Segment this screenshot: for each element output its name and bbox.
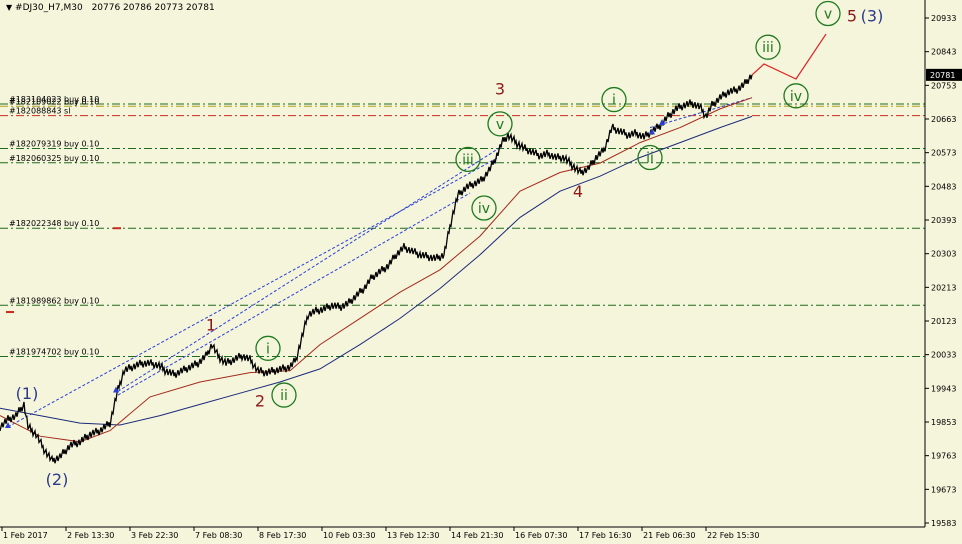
- wave-projection: [751, 33, 827, 80]
- y-tick-label: 20303: [931, 250, 956, 259]
- x-tick-label: 2 Feb 13:30: [67, 531, 114, 540]
- wave-label: iv: [790, 89, 802, 105]
- x-tick-label: 21 Feb 06:30: [643, 531, 695, 540]
- wave-label: iii: [762, 40, 774, 56]
- wave-label: v: [496, 117, 504, 133]
- wave-label: 3: [495, 79, 505, 98]
- wave-label: 4: [573, 182, 583, 201]
- x-tick-label: 10 Feb 03:30: [323, 531, 375, 540]
- y-tick-label: 20843: [931, 48, 956, 57]
- y-tick-label: 19673: [931, 485, 956, 494]
- y-tick-label: 20213: [931, 283, 956, 292]
- wave-label: ii: [646, 151, 654, 167]
- y-tick-label: 19853: [931, 418, 956, 427]
- x-tick-label: 22 Feb 15:30: [707, 531, 759, 540]
- y-tick-label: 19943: [931, 384, 956, 393]
- y-tick-label: 20573: [931, 149, 956, 158]
- price-series: [0, 74, 753, 464]
- y-tick-label: 19763: [931, 452, 956, 461]
- x-tick-label: 17 Feb 16:30: [579, 531, 631, 540]
- wave-label: v: [824, 7, 832, 23]
- wave-label: (2): [46, 470, 69, 489]
- wave-label: 2: [255, 392, 265, 411]
- order-line-label: #182079319 buy 0.10: [9, 140, 99, 149]
- wave-label: 5: [847, 6, 857, 25]
- trend-line: [117, 192, 471, 396]
- wave-label: iii: [462, 152, 474, 168]
- order-line-label: #182022348 buy 0.10: [9, 219, 99, 228]
- wave-label: ii: [280, 388, 288, 404]
- trend-lines: [7, 97, 753, 428]
- order-line-label: #182109022 buy 0.10: [9, 97, 99, 106]
- order-line-label: #183104023 buy 0.10: [9, 95, 99, 104]
- moving-average-red: [0, 97, 753, 443]
- current-price-label: 20781: [930, 71, 955, 80]
- trend-line: [7, 157, 499, 428]
- y-tick-label: 20393: [931, 216, 956, 225]
- wave-label: 1: [206, 316, 216, 335]
- wave-label: i: [266, 341, 270, 357]
- y-tick-label: 20663: [931, 115, 956, 124]
- wave-label: iv: [478, 201, 490, 217]
- wave-circle: [755, 34, 781, 60]
- wave-circle: [637, 144, 663, 171]
- wave-circle: [487, 111, 513, 137]
- current-price-box: [926, 68, 962, 81]
- projection-line: [751, 33, 827, 80]
- chart-header: ▼ #DJ30_H7,M30 20776 20786 20773 20781: [6, 3, 215, 13]
- order-line-label: #181989862 buy 0.10: [9, 296, 99, 305]
- trend-line: [117, 145, 503, 392]
- wave-circle: [471, 195, 497, 221]
- order-lines: #183104023 buy 0.10#182109022 buy 0.10#1…: [0, 95, 925, 358]
- y-tick-label: 19583: [931, 519, 956, 528]
- buy-arrow-icon: [5, 421, 11, 428]
- wave-circle: [601, 86, 627, 113]
- wave-label: (3): [861, 6, 884, 25]
- wave-circle: [271, 382, 297, 408]
- x-tick-label: 3 Feb 22:30: [131, 531, 178, 540]
- x-tick-label: 13 Feb 12:30: [387, 531, 439, 540]
- x-tick-label: 7 Feb 08:30: [195, 531, 242, 540]
- x-tick-label: 1 Feb 2017: [3, 531, 48, 540]
- wave-circle: [783, 83, 809, 109]
- x-tick-label: 14 Feb 21:30: [451, 531, 503, 540]
- wave-circle: [255, 335, 281, 361]
- order-line-label: #182060325 buy 0.10: [9, 154, 99, 163]
- price-line: [0, 74, 753, 464]
- order-line-label: #182088843 sl: [9, 107, 70, 116]
- wave-circle: [455, 146, 481, 173]
- y-tick-label: 20123: [931, 317, 956, 326]
- wave-circle: [815, 0, 841, 27]
- y-tick-label: 20483: [931, 182, 956, 191]
- order-line-label: #181974702 buy 0.10: [9, 348, 99, 357]
- header-symbol: #DJ30_H7,M30: [15, 3, 83, 13]
- x-tick-label: 8 Feb 17:30: [259, 531, 306, 540]
- header-ohlc: 20776 20786 20773 20781: [91, 3, 215, 13]
- moving-average-blue: [0, 115, 753, 426]
- trend-line: [649, 97, 753, 129]
- x-tick-label: 16 Feb 07:30: [515, 531, 567, 540]
- wave-label: i: [612, 93, 616, 109]
- buy-arrow-icon: [113, 386, 119, 393]
- buy-arrow-icon: [659, 118, 665, 125]
- trade-markers: [5, 118, 665, 428]
- buy-arrow-icon: [649, 128, 655, 135]
- y-tick-label: 20933: [931, 14, 956, 23]
- wave-label: (1): [16, 384, 39, 403]
- moving-averages: [0, 97, 753, 443]
- y-tick-label: 20033: [931, 351, 956, 360]
- y-tick-label: 20753: [931, 81, 956, 90]
- header-arrow-icon: ▼: [6, 3, 13, 12]
